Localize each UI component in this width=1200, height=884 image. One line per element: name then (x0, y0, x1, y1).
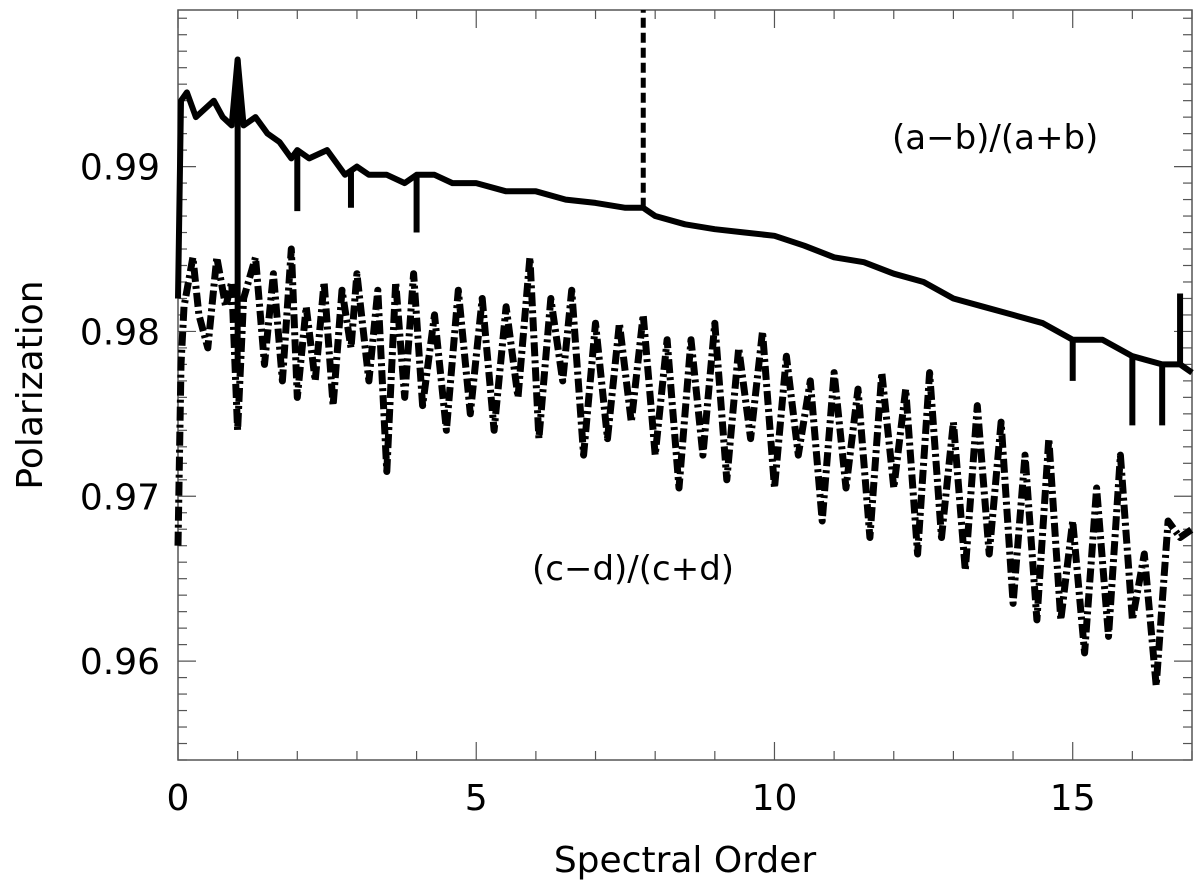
x-tick-label: 0 (167, 778, 190, 819)
y-tick-label: 0.98 (80, 312, 160, 353)
x-tick-label: 5 (465, 778, 488, 819)
y-tick-label: 0.96 (80, 642, 160, 683)
x-axis-title: Spectral Order (554, 840, 817, 881)
y-axis-title: Polarization (10, 280, 51, 489)
tick-labels: 0 5 10 15 0.96 0.97 0.98 0.99 (80, 148, 1096, 819)
axis-ticks (177, 10, 1193, 761)
series-line-ab (175, 56, 1194, 376)
x-tick-label: 10 (752, 778, 798, 819)
data-series (174, 10, 1195, 690)
annotation-ab: (a−b)/(a+b) (892, 118, 1098, 158)
series-line-cd (174, 245, 1195, 690)
x-tick-label: 15 (1050, 778, 1096, 819)
y-tick-label: 0.99 (80, 148, 160, 189)
y-tick-label: 0.97 (80, 477, 160, 518)
annotation-cd: (c−d)/(c+d) (532, 549, 734, 589)
